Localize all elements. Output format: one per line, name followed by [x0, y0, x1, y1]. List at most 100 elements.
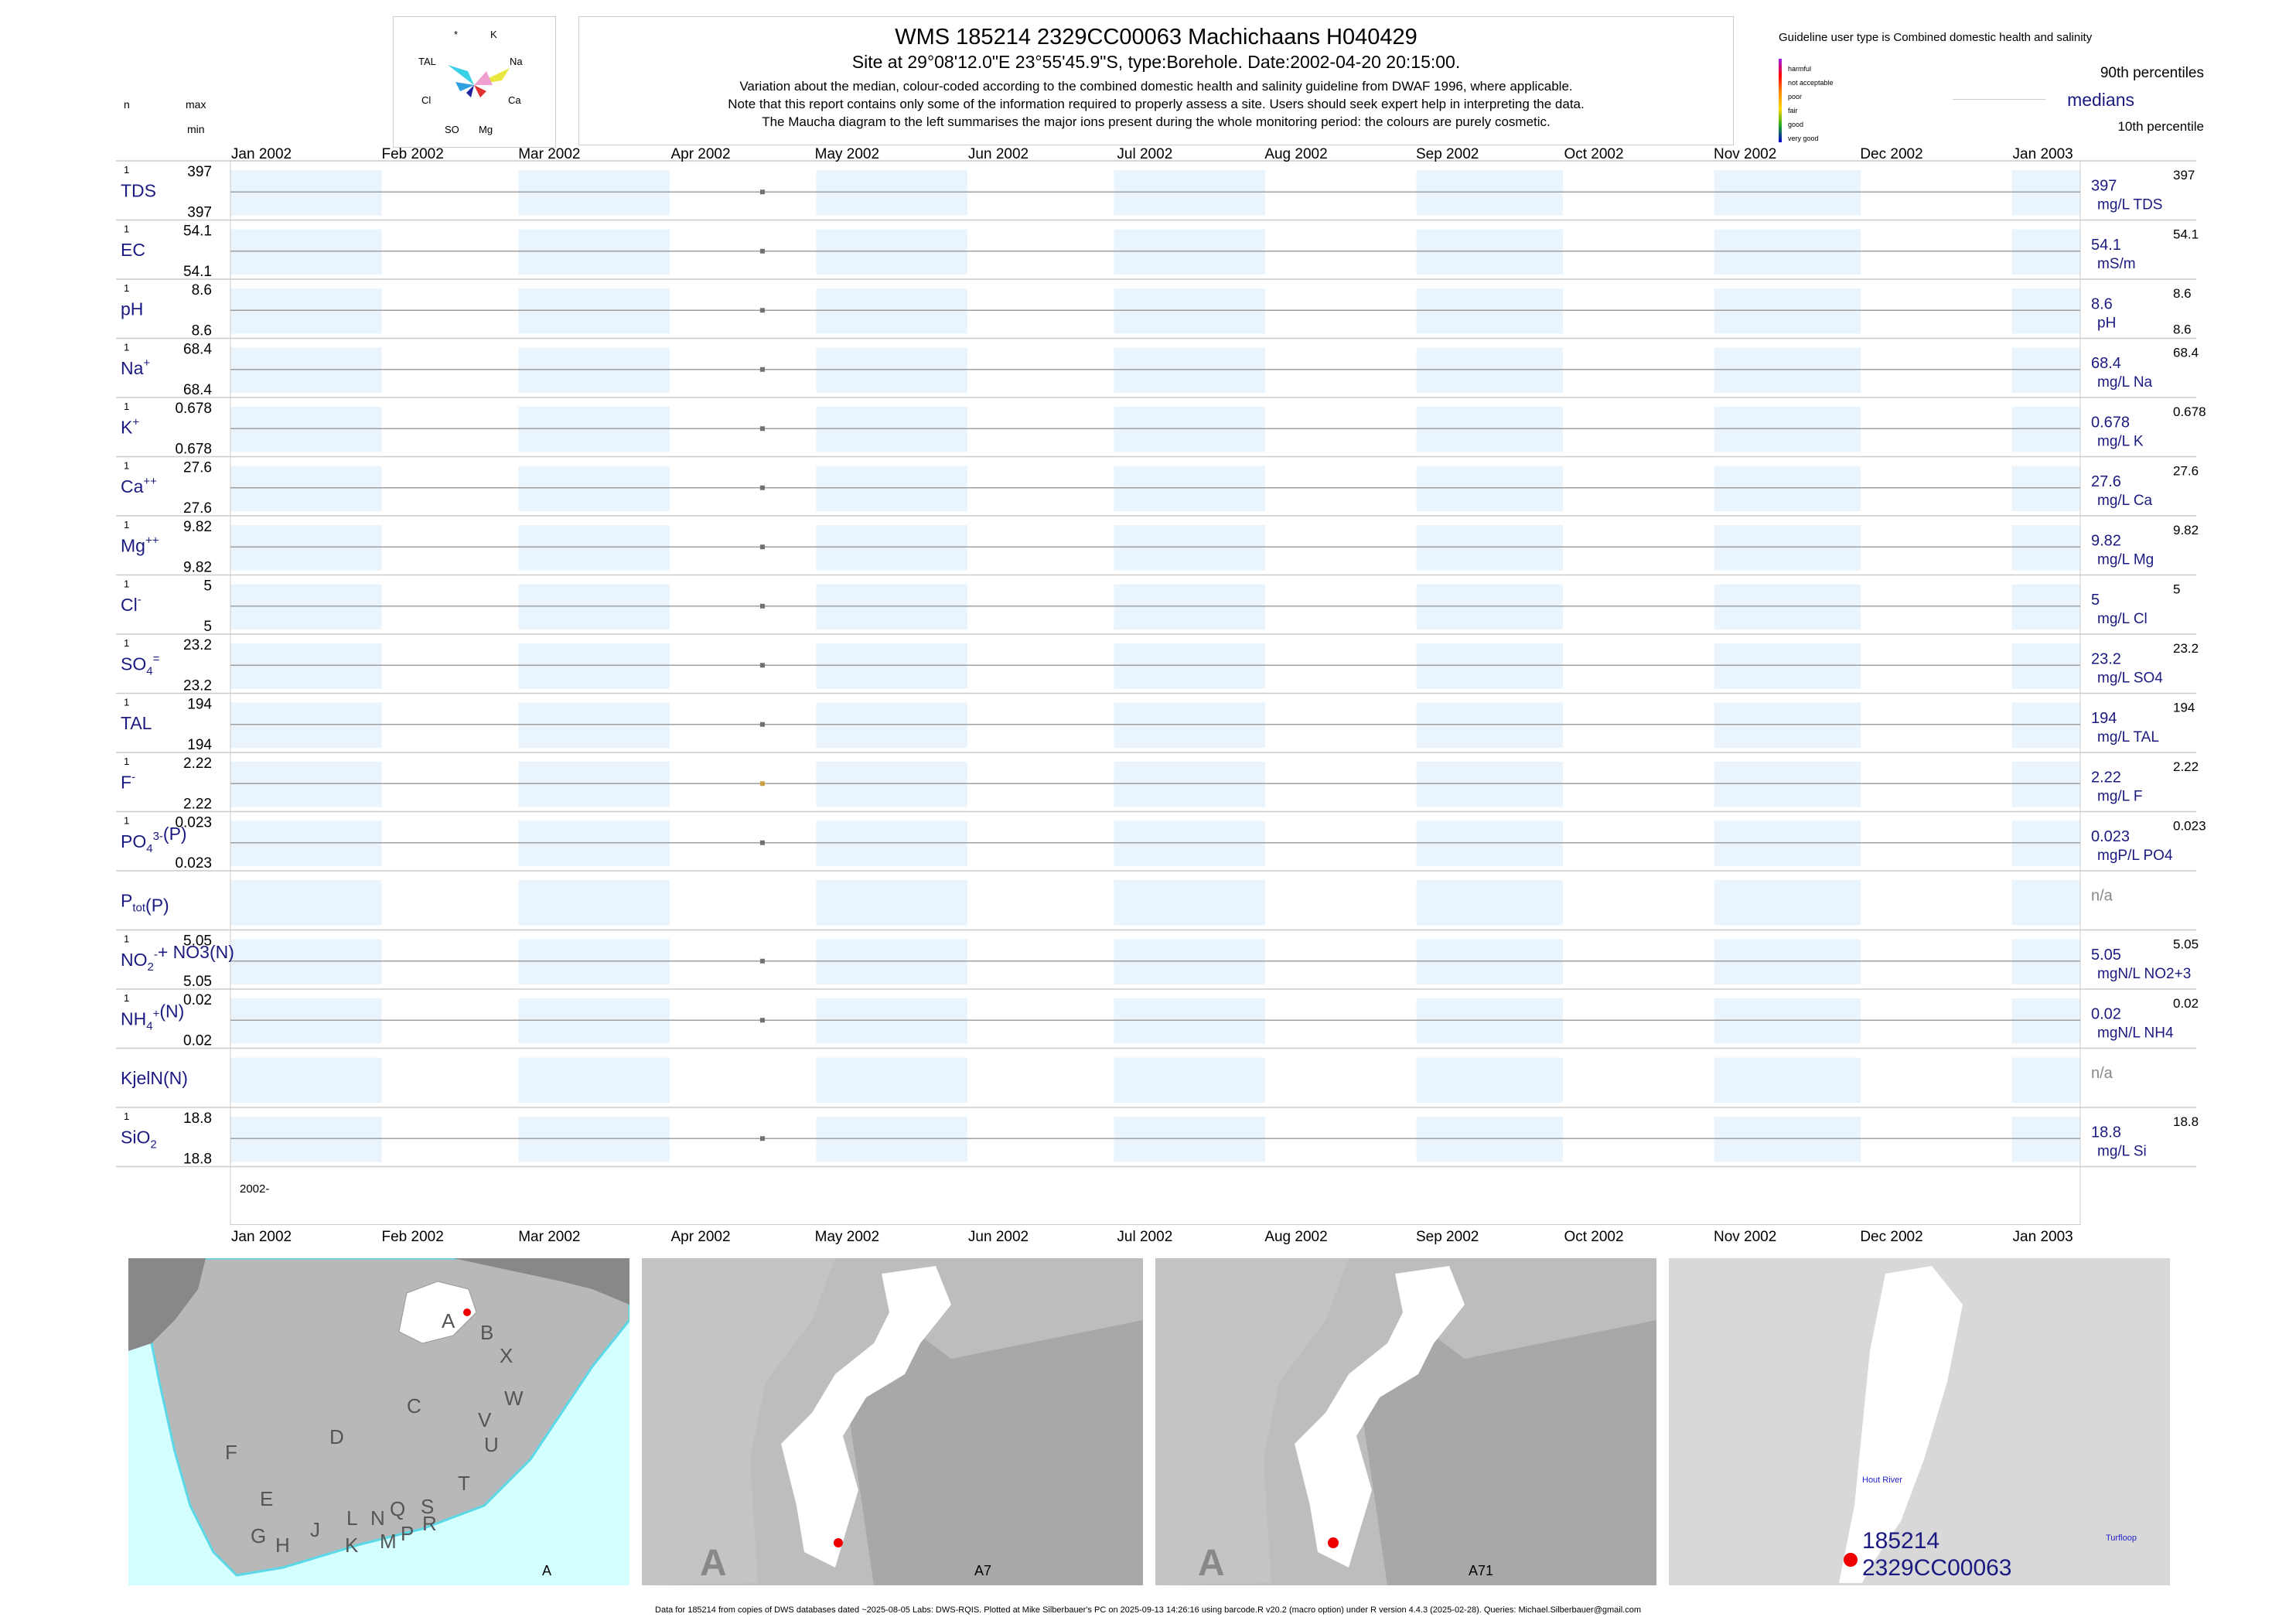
row-label: Mg++ — [121, 534, 159, 555]
month-band — [816, 466, 968, 511]
sample-point — [759, 958, 765, 964]
variable-row: Ptot(P) n/a — [121, 887, 2113, 915]
maucha-svg: * K TAL Na Cl Ca SO Mg — [418, 29, 523, 135]
row-grid — [116, 160, 2196, 1225]
month-band — [230, 525, 382, 571]
map1-region-k: K — [345, 1534, 359, 1557]
month-band — [518, 821, 670, 866]
row-median: 194 — [2091, 710, 2117, 727]
map2-east — [843, 1320, 1143, 1585]
month-band — [1416, 1117, 1563, 1162]
row-median: n/a — [2091, 887, 2113, 904]
row-max: 0.023 — [175, 815, 212, 831]
month-band — [1714, 762, 1861, 807]
month-band — [1416, 229, 1563, 275]
row-median: n/a — [2091, 1065, 2113, 1082]
row-n: 1 — [124, 164, 129, 176]
row-unit: mgN/L NO2+3 — [2097, 966, 2191, 982]
max-header: max — [186, 98, 206, 111]
report-title: WMS 185214 2329CC00063 Machichaans H0404… — [895, 25, 1418, 49]
month-band — [2011, 525, 2080, 571]
month-label-top: May 2002 — [815, 146, 879, 162]
month-band — [1114, 880, 1266, 926]
month-labels-bottom: Jan 2002 Feb 2002 Mar 2002 Apr 2002 May 2002… — [231, 1229, 2073, 1245]
month-band — [518, 288, 670, 334]
maucha-k-label: K — [490, 29, 497, 40]
row-unit: mg/L Ca — [2097, 493, 2153, 509]
maucha-so4-wedge — [466, 85, 474, 97]
month-band — [816, 288, 968, 334]
row-p90: 397 — [2173, 168, 2195, 183]
maucha-diagram: * K TAL Na Cl Ca SO Mg — [393, 16, 556, 148]
sample-point — [759, 367, 765, 372]
row-p90: 18.8 — [2173, 1114, 2199, 1129]
map3-svg: A A71 — [1155, 1258, 1656, 1585]
row-n: 1 — [124, 401, 129, 412]
month-band — [1114, 407, 1266, 452]
map1-catchment-a — [398, 1281, 477, 1344]
month-band — [1416, 466, 1563, 511]
month-band — [230, 1057, 382, 1103]
month-band — [816, 170, 968, 216]
month-band — [816, 762, 968, 807]
month-label-top: Aug 2002 — [1264, 146, 1327, 162]
map2-corner-label: A — [700, 1543, 727, 1584]
row-median: 397 — [2091, 177, 2117, 194]
month-band — [816, 998, 968, 1044]
maucha-mg-label: Mg — [479, 124, 493, 135]
month-band — [1714, 229, 1861, 275]
month-band — [816, 1117, 968, 1162]
row-max: 23.2 — [183, 637, 212, 653]
map1-namibia — [128, 1258, 206, 1351]
row-min: 397 — [187, 205, 212, 221]
month-band — [230, 584, 382, 629]
month-band — [1416, 170, 1563, 216]
variable-row: F- 1 2.22 2.22 2.22 mg/L F 2.22 — [121, 756, 2199, 813]
row-p10: 8.6 — [2173, 322, 2192, 337]
maucha-tal-wedge — [448, 65, 474, 85]
month-band — [230, 998, 382, 1044]
map1-region-b: B — [480, 1321, 493, 1344]
month-band — [1114, 702, 1266, 748]
barcode-chart: Jan 2002 Feb 2002 Mar 2002 Apr 2002 May 2002… — [116, 98, 2206, 1245]
month-band — [816, 880, 968, 926]
sample-point — [759, 1018, 765, 1023]
row-n: 1 — [124, 578, 129, 590]
row-unit: mg/L F — [2097, 788, 2142, 804]
row-p90: 23.2 — [2173, 641, 2199, 656]
month-band — [1416, 288, 1563, 334]
month-label-top: Mar 2002 — [518, 146, 580, 162]
month-band — [230, 407, 382, 452]
month-label-bottom: Jan 2003 — [2013, 1229, 2073, 1245]
row-label: EC — [121, 240, 145, 260]
map1-svg: A B X W C D V U T F E G H J K L N M Q P … — [128, 1258, 629, 1578]
row-max: 397 — [187, 164, 212, 180]
month-band — [518, 939, 670, 984]
month-band — [1416, 643, 1563, 689]
map2-svg: A A7 — [642, 1258, 1143, 1585]
map1-region-f: F — [225, 1441, 237, 1464]
row-max: 27.6 — [183, 460, 212, 476]
row-label: TAL — [121, 713, 152, 733]
row-median: 23.2 — [2091, 650, 2121, 667]
month-band — [2011, 1117, 2080, 1162]
map1-region-l: L — [346, 1506, 357, 1530]
month-band — [2011, 939, 2080, 984]
row-min: 54.1 — [183, 264, 212, 280]
report-note-2: Note that this report contains only some… — [728, 97, 1585, 111]
variable-row: pH 1 8.6 8.6 8.6 pH 8.6 8.6 — [121, 282, 2192, 339]
n-header: n — [124, 98, 130, 111]
month-band — [1714, 702, 1861, 748]
legend-medians: medians — [2067, 90, 2134, 110]
variable-row: TDS 1 397 397 397 mg/L TDS 397 — [121, 164, 2195, 221]
row-median: 9.82 — [2091, 532, 2121, 549]
row-max: 54.1 — [183, 223, 212, 240]
row-p90: 5.05 — [2173, 937, 2199, 952]
row-label: TDS — [121, 180, 156, 200]
row-label: NO2-+ NO3(N) — [121, 942, 234, 974]
month-label-top: Jun 2002 — [968, 146, 1029, 162]
row-max: 9.82 — [183, 519, 212, 535]
month-label-top: Oct 2002 — [1564, 146, 1623, 162]
month-band — [816, 584, 968, 629]
maucha-ca-wedge — [474, 85, 486, 97]
